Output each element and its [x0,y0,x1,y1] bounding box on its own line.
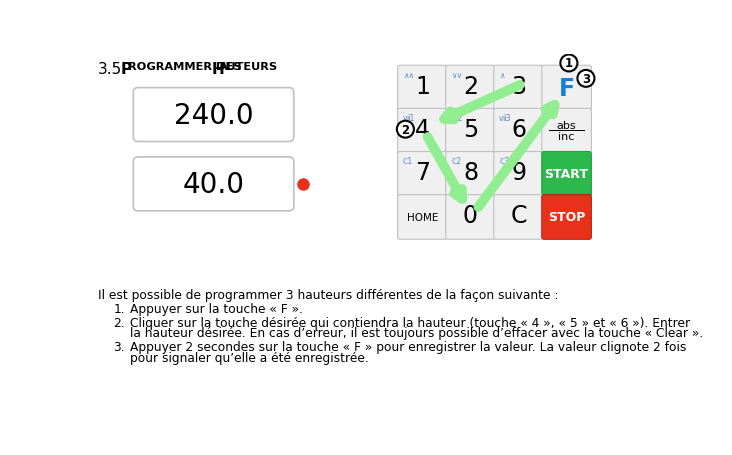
FancyBboxPatch shape [397,152,447,197]
Text: 2: 2 [401,123,409,136]
Text: ROGRAMMER DES: ROGRAMMER DES [128,61,245,71]
Text: pour signaler qu’elle a été enregistrée.: pour signaler qu’elle a été enregistrée. [130,351,369,364]
Text: Cliquer sur la touche désirée qui contiendra la hauteur (touche « 4 », « 5 » et : Cliquer sur la touche désirée qui contie… [130,316,690,329]
Text: 8: 8 [463,161,478,185]
Text: STOP: STOP [548,211,586,224]
FancyBboxPatch shape [493,66,543,111]
FancyBboxPatch shape [493,195,543,240]
FancyBboxPatch shape [542,152,591,197]
Text: AUTEURS: AUTEURS [220,61,278,71]
Text: 5: 5 [463,118,478,142]
Text: 9: 9 [511,161,526,185]
Text: 4: 4 [415,118,430,142]
Text: 1: 1 [415,75,430,99]
Text: abs: abs [557,121,576,131]
Text: 1: 1 [565,57,573,71]
Text: 6: 6 [511,118,526,142]
FancyBboxPatch shape [446,109,496,154]
Text: Il est possible de programmer 3 hauteurs différentes de la façon suivante :: Il est possible de programmer 3 hauteurs… [97,288,558,301]
Circle shape [397,121,414,138]
Text: 2: 2 [463,75,478,99]
Circle shape [561,56,578,72]
Text: ⅶ3: ⅶ3 [499,114,512,123]
Text: ℂ3: ℂ3 [499,157,509,166]
Text: 40.0: 40.0 [182,171,244,198]
FancyBboxPatch shape [446,195,496,240]
FancyBboxPatch shape [133,157,294,211]
FancyBboxPatch shape [493,109,543,154]
Text: ℂ2: ℂ2 [451,157,461,166]
Text: 3.: 3. [113,340,125,354]
Text: ∧∧: ∧∧ [403,71,414,80]
Text: HOME: HOME [407,212,438,222]
FancyBboxPatch shape [133,88,294,142]
Text: ∨∨: ∨∨ [451,71,463,80]
FancyBboxPatch shape [397,66,447,111]
Text: la hauteur désirée. En cas d’erreur, il est toujours possible d’effacer avec la : la hauteur désirée. En cas d’erreur, il … [130,327,703,339]
Text: ⅶ2: ⅶ2 [451,114,463,123]
Text: H: H [212,62,225,77]
FancyBboxPatch shape [542,109,591,154]
FancyBboxPatch shape [446,152,496,197]
Text: 3.5: 3.5 [97,62,122,77]
Text: C: C [510,204,527,228]
Text: START: START [545,168,589,181]
Text: 1.: 1. [113,302,125,315]
Text: ℂ1: ℂ1 [403,157,413,166]
Circle shape [578,71,594,88]
Text: Appuyer 2 secondes sur la touche « F » pour enregistrer la valeur. La valeur cli: Appuyer 2 secondes sur la touche « F » p… [130,340,687,354]
FancyBboxPatch shape [397,109,447,154]
Text: 240.0: 240.0 [173,101,253,129]
Text: F: F [559,76,575,101]
Text: P: P [121,62,132,77]
Text: inc: inc [559,132,575,142]
FancyBboxPatch shape [493,152,543,197]
Text: 0: 0 [463,204,478,228]
FancyBboxPatch shape [542,66,591,111]
Text: 7: 7 [415,161,430,185]
FancyBboxPatch shape [446,66,496,111]
Text: Appuyer sur la touche « F ».: Appuyer sur la touche « F ». [130,302,303,315]
FancyBboxPatch shape [397,195,447,240]
Text: ∧: ∧ [499,71,505,80]
Text: 2.: 2. [113,316,125,329]
FancyBboxPatch shape [542,195,591,240]
Text: 3: 3 [582,73,590,86]
Text: ⅶ1: ⅶ1 [403,114,416,123]
Text: 3: 3 [511,75,526,99]
